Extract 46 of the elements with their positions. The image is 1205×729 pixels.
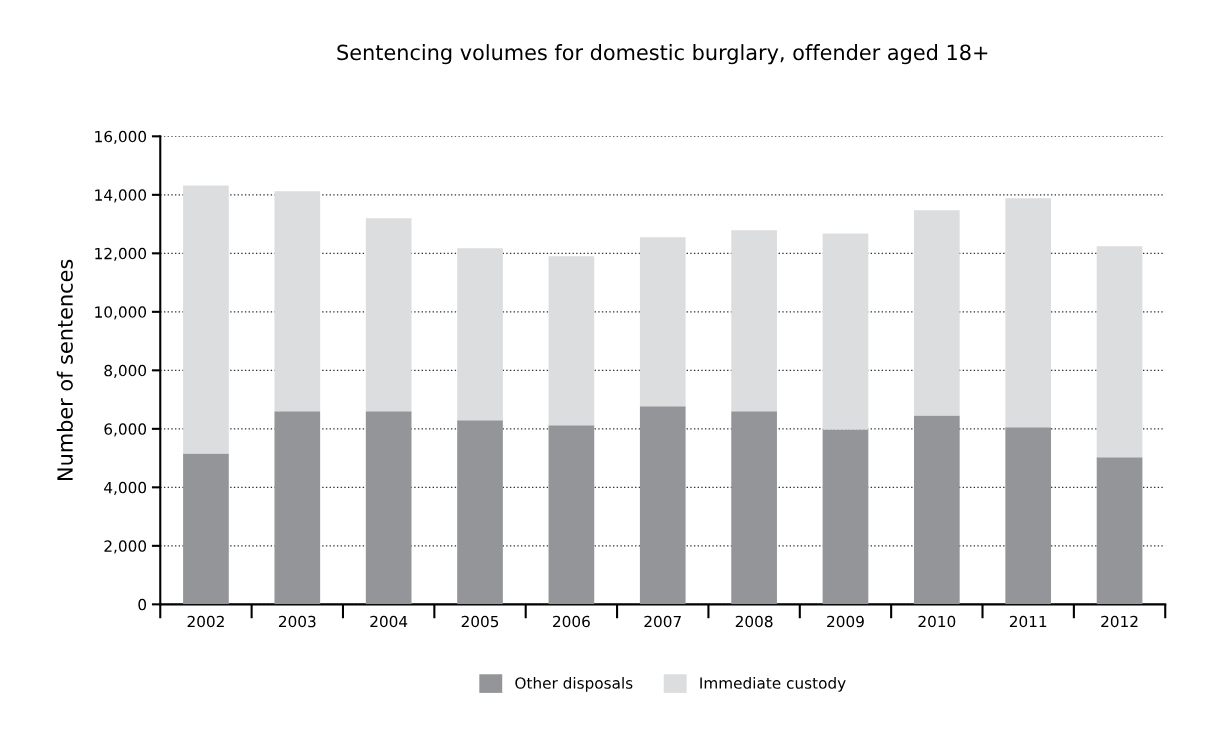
y-tick-label: 12,000 <box>95 247 147 261</box>
bar <box>365 218 412 412</box>
y-tick-label: 0 <box>138 598 147 611</box>
bar <box>274 411 321 605</box>
bar <box>731 230 777 412</box>
x-tick-label: 2005 <box>461 615 499 628</box>
x-tick-label: 2010 <box>918 615 956 628</box>
bar <box>548 425 595 605</box>
x-tick-label: 2012 <box>1101 615 1138 628</box>
bar <box>1096 457 1143 605</box>
x-tick-label: 2004 <box>370 615 408 628</box>
x-tick-label: 2002 <box>187 615 224 628</box>
x-tick-label: 2011 <box>1009 615 1047 628</box>
bar <box>639 406 686 605</box>
bar <box>457 248 503 421</box>
bar <box>822 429 869 605</box>
bar <box>548 256 595 426</box>
bar <box>731 411 777 605</box>
x-tick-label: 2007 <box>644 615 681 628</box>
chart-title: Sentencing volumes for domestic burglary, offender aged 18+ <box>337 44 988 65</box>
legend-label: Other disposals <box>515 677 633 692</box>
x-tick-label: 2009 <box>827 615 864 628</box>
y-tick-label: 10,000 <box>95 306 147 320</box>
bar <box>913 415 960 605</box>
bar <box>913 210 960 416</box>
y-tick-label: 2,000 <box>104 540 147 554</box>
bar <box>365 411 412 605</box>
x-tick-label: 2003 <box>278 615 316 628</box>
bar <box>457 420 503 605</box>
y-axis-title: Number of sentences <box>56 259 73 480</box>
y-tick-label: 8,000 <box>104 364 147 378</box>
x-tick-label: 2008 <box>735 615 773 628</box>
legend-label: Immediate custody <box>700 677 846 692</box>
x-tick-label: 2006 <box>553 615 590 628</box>
y-tick-label: 14,000 <box>95 189 147 203</box>
bar <box>1005 198 1052 428</box>
bar <box>1096 246 1143 458</box>
bar <box>274 191 321 412</box>
bar <box>1005 427 1052 605</box>
bar <box>822 233 869 430</box>
y-tick-label: 16,000 <box>95 130 147 144</box>
y-tick-label: 6,000 <box>104 423 147 437</box>
bar <box>183 453 229 605</box>
bar <box>183 185 229 454</box>
bar <box>639 237 686 407</box>
y-tick-label: 4,000 <box>104 481 147 495</box>
